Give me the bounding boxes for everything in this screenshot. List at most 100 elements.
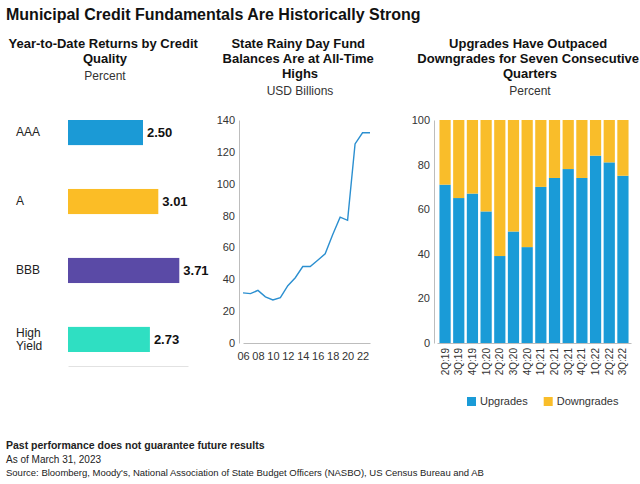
footnote: Past performance does not guarantee futu… <box>6 439 265 451</box>
tick: 20 <box>418 292 434 304</box>
tick-label: 40 <box>223 273 235 285</box>
tick: 2Q:22 <box>604 343 615 375</box>
tick: 18 <box>327 343 339 362</box>
tick-label: 4Q:20 <box>522 348 533 376</box>
tick: 4Q:20 <box>522 343 533 375</box>
page-title: Municipal Credit Fundamentals Are Histor… <box>6 6 421 23</box>
tick: 20 <box>342 343 354 362</box>
bar <box>549 120 560 178</box>
tick-label: 3Q:20 <box>508 348 519 376</box>
tick: 2Q:21 <box>549 343 560 375</box>
bar <box>481 211 492 343</box>
bar <box>508 120 519 232</box>
x-axis <box>69 366 189 367</box>
axis-line <box>434 121 435 344</box>
tick: 0 <box>424 337 434 349</box>
tick: 10 <box>267 343 279 362</box>
x-axis: 2Q:193Q:194Q:191Q:202Q:203Q:204Q:201Q:21… <box>438 343 632 375</box>
bar <box>453 198 464 343</box>
page: Municipal Credit Fundamentals Are Histor… <box>0 0 640 484</box>
tick-label: 2Q:20 <box>494 348 505 376</box>
bar <box>494 120 505 256</box>
tick-label: 3Q:21 <box>563 348 574 376</box>
page-svg: Municipal Credit Fundamentals Are Histor… <box>0 0 640 484</box>
tick-label: 16 <box>312 350 324 362</box>
legend-label: Downgrades <box>557 395 619 407</box>
tick: 12 <box>282 343 294 362</box>
tick-label: 12 <box>282 350 294 362</box>
bar <box>604 162 615 343</box>
footnote: Source: Bloomberg, Moody's, National Ass… <box>6 467 484 478</box>
axis-line <box>69 366 189 367</box>
bar <box>535 120 546 187</box>
legend: Upgrades Downgrades <box>467 395 619 407</box>
tick: 3Q:22 <box>617 343 628 375</box>
tick-label: 40 <box>418 248 430 260</box>
tick-label: 60 <box>418 203 430 215</box>
bar <box>467 194 478 343</box>
axis-line <box>244 343 371 344</box>
legend-label: Upgrades <box>480 395 528 407</box>
footnote: As of March 31, 2023 <box>6 454 101 465</box>
tick-label: 80 <box>223 210 235 222</box>
tick-label: 20 <box>342 350 354 362</box>
tick: High Yield <box>16 326 66 353</box>
tick-label: High Yield <box>16 326 44 353</box>
bar <box>590 120 601 156</box>
bar <box>439 185 450 343</box>
bar <box>576 120 587 178</box>
tick-label: 06 <box>237 350 249 362</box>
chart-subtitle: Percent <box>84 69 126 83</box>
bar <box>604 120 615 162</box>
tick: 100 <box>217 178 239 190</box>
chart-title: Upgrades Have Outpaced Downgrades for Se… <box>417 36 640 81</box>
bar <box>508 232 519 344</box>
tick: 100 <box>412 114 434 126</box>
bar <box>590 156 601 343</box>
tick: 1Q:21 <box>535 343 546 375</box>
tick-label: 2Q:21 <box>549 348 560 376</box>
tick: 0 <box>229 337 239 349</box>
y-axis: 0 20 40 60 80 100 <box>412 114 435 349</box>
tick-label: 22 <box>357 350 369 362</box>
tick: 4Q:21 <box>576 343 587 375</box>
data-label: 3.71 <box>183 263 208 278</box>
tick-label: 0 <box>424 337 430 349</box>
tick: BBB <box>16 263 66 277</box>
data-label: 3.01 <box>162 194 187 209</box>
tick-label: 1Q:20 <box>481 348 492 376</box>
tick: 120 <box>217 146 239 158</box>
tick-label: 10 <box>267 350 279 362</box>
bar <box>481 120 492 211</box>
tick-label: BBB <box>16 263 40 277</box>
tick: 06 <box>237 343 249 362</box>
bar <box>535 187 546 343</box>
tick: 16 <box>312 343 324 362</box>
chart-subtitle: Percent <box>509 84 551 98</box>
bar <box>68 327 150 352</box>
tick: 60 <box>418 203 434 215</box>
tick-label: 1Q:22 <box>590 348 601 376</box>
bar <box>522 247 533 343</box>
tick: 3Q:21 <box>563 343 574 375</box>
bar <box>617 120 628 176</box>
bar <box>549 178 560 343</box>
tick-label: 08 <box>252 350 264 362</box>
tick-label: 60 <box>223 241 235 253</box>
tick-label: 100 <box>217 178 235 190</box>
tick: AAA <box>16 125 66 139</box>
bar <box>563 169 574 343</box>
tick-label: A <box>16 194 24 208</box>
tick-label: 18 <box>327 350 339 362</box>
tick-label: 120 <box>217 146 235 158</box>
bars <box>68 120 179 352</box>
tick: 14 <box>297 343 309 362</box>
tick-label: 0 <box>229 337 235 349</box>
tick-label: 100 <box>412 114 430 126</box>
tick-label: 80 <box>418 159 430 171</box>
tick-label: AAA <box>16 125 40 139</box>
tick: A <box>16 194 66 208</box>
axis-line <box>438 343 632 344</box>
tick: 80 <box>418 159 434 171</box>
bar <box>68 120 143 145</box>
